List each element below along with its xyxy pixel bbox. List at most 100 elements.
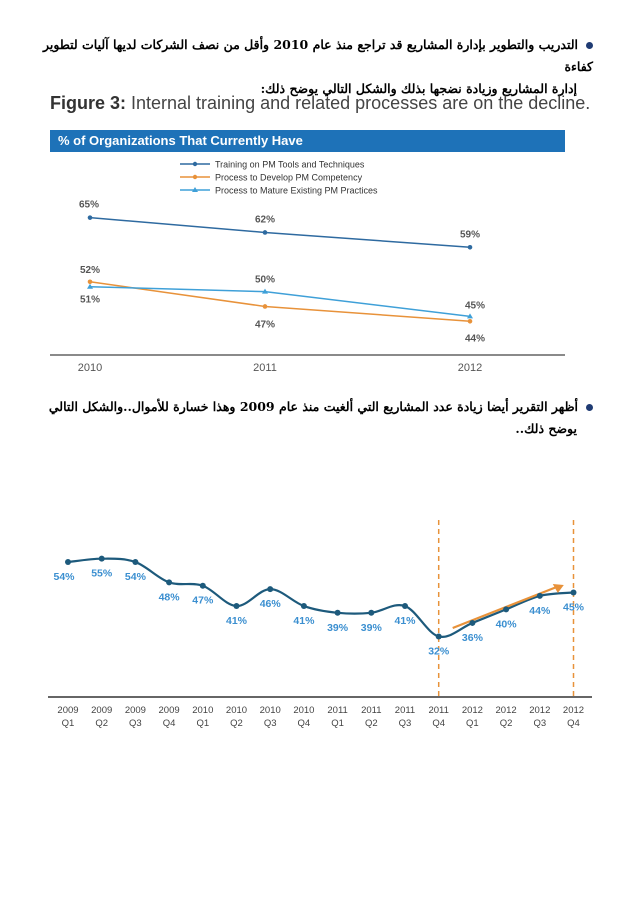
data-label: 41% — [394, 615, 416, 627]
data-label: 48% — [159, 591, 181, 603]
data-point — [469, 619, 476, 626]
x-tick-year: 2011 — [327, 705, 347, 716]
x-tick-year: 2009 — [91, 705, 112, 716]
x-tick-year: 2010 — [293, 705, 314, 716]
data-point — [87, 279, 93, 285]
data-label: 59% — [460, 229, 480, 240]
data-point — [166, 579, 173, 586]
data-point — [262, 288, 268, 294]
x-tick-year: 2012 — [529, 705, 550, 716]
x-tick-year: 2010 — [192, 705, 213, 716]
data-label: 47% — [192, 595, 214, 607]
data-point — [199, 582, 206, 589]
data-label: 32% — [428, 645, 450, 657]
data-point — [98, 555, 105, 562]
bullet-icon — [586, 404, 593, 411]
x-tick-year: 2009 — [159, 705, 180, 716]
x-tick-year: 2010 — [226, 705, 247, 716]
legend-label: Training on PM Tools and Techniques — [215, 160, 365, 170]
x-tick-quarter: Q3 — [129, 718, 142, 729]
legend-label: Process to Develop PM Competency — [215, 173, 363, 183]
paragraph-1: التدريب والتطوير بإدارة المشاريع قد تراج… — [33, 34, 593, 100]
data-label: 45% — [465, 300, 485, 311]
data-label: 54% — [125, 571, 147, 583]
figure-3-banner: % of Organizations That Currently Have — [50, 130, 565, 152]
x-tick-year: 2010 — [260, 705, 281, 716]
data-label: 41% — [293, 615, 315, 627]
data-point — [467, 313, 473, 319]
data-label: 40% — [496, 618, 518, 630]
x-tick-label: 2011 — [253, 362, 277, 374]
data-point — [300, 603, 307, 610]
trend-arrow-head — [552, 584, 564, 594]
data-point — [368, 609, 375, 616]
data-point — [435, 633, 442, 640]
data-label: 62% — [255, 214, 275, 225]
x-tick-quarter: Q3 — [533, 718, 546, 729]
data-point — [65, 559, 71, 566]
data-label: 39% — [361, 622, 383, 634]
x-tick-year: 2012 — [462, 705, 483, 716]
data-point — [467, 318, 473, 324]
data-point — [334, 609, 341, 616]
data-point — [402, 603, 408, 610]
x-tick-quarter: Q2 — [365, 718, 378, 729]
legend-label: Process to Mature Existing PM Practices — [215, 186, 378, 196]
series-line — [89, 285, 471, 318]
data-point — [233, 603, 240, 610]
x-tick-year: 2012 — [563, 705, 584, 716]
x-tick-quarter: Q4 — [298, 718, 311, 729]
x-tick-year: 2011 — [361, 705, 381, 716]
data-label: 45% — [563, 602, 585, 614]
bullet-icon — [586, 42, 593, 49]
paragraph-2: أظهر التقرير أيضا زيادة عدد المشاريع الت… — [33, 396, 593, 440]
x-tick-quarter: Q4 — [567, 718, 580, 729]
legend-marker — [192, 174, 198, 180]
data-label: 44% — [529, 605, 551, 617]
x-tick-label: 2012 — [458, 362, 482, 374]
x-tick-quarter: Q4 — [432, 718, 445, 729]
data-point — [503, 606, 510, 613]
data-point — [267, 586, 274, 593]
data-point — [467, 244, 473, 250]
paragraph-1-line-2: إدارة المشاريع وزيادة نضجها بذلك والشكل … — [260, 81, 577, 96]
x-tick-quarter: Q1 — [62, 718, 75, 729]
x-tick-quarter: Q2 — [95, 718, 108, 729]
x-tick-year: 2011 — [428, 705, 448, 716]
data-label: 50% — [255, 275, 275, 286]
data-point — [262, 304, 268, 309]
x-tick-year: 2011 — [395, 705, 415, 716]
data-label: 39% — [327, 622, 349, 634]
legend-marker — [192, 187, 198, 192]
data-point — [262, 230, 268, 235]
x-tick-year: 2012 — [496, 705, 517, 716]
figure-3: Figure 3: Internal training and related … — [50, 93, 590, 376]
x-tick-quarter: Q1 — [331, 718, 344, 729]
paragraph-1-line-1: التدريب والتطوير بإدارة المشاريع قد تراج… — [42, 37, 593, 74]
data-label: 41% — [226, 615, 248, 627]
data-label: 44% — [465, 333, 485, 344]
x-tick-quarter: Q3 — [264, 718, 277, 729]
paragraph-2-line-2: يوضح ذلك.. — [515, 421, 577, 436]
data-label: 51% — [80, 295, 100, 306]
trend-line — [67, 557, 574, 638]
data-label: 47% — [255, 319, 275, 330]
paragraph-2-line-1: أظهر التقرير أيضا زيادة عدد المشاريع الت… — [48, 399, 578, 414]
data-point — [536, 592, 543, 599]
legend-marker — [192, 161, 198, 167]
data-point — [87, 215, 93, 220]
x-tick-label: 2010 — [78, 362, 102, 374]
x-tick-quarter: Q1 — [196, 718, 209, 729]
figure-4-chart: 54% 55% 54% 48% 47% 41% 46% 41% 39% 39% 41% 32% 36% 4… — [48, 520, 592, 729]
x-tick-quarter: Q3 — [399, 718, 412, 729]
data-point — [570, 589, 577, 596]
data-label: 55% — [91, 568, 113, 580]
x-tick-year: 2009 — [57, 705, 78, 716]
figure-3-chart: Training on PM Tools and Techniques Proce… — [50, 160, 565, 374]
data-point — [87, 283, 93, 289]
x-tick-quarter: Q4 — [163, 718, 176, 729]
x-tick-quarter: Q2 — [230, 718, 243, 729]
data-label: 46% — [260, 598, 282, 610]
data-point — [132, 559, 139, 566]
x-tick-quarter: Q2 — [500, 718, 513, 729]
